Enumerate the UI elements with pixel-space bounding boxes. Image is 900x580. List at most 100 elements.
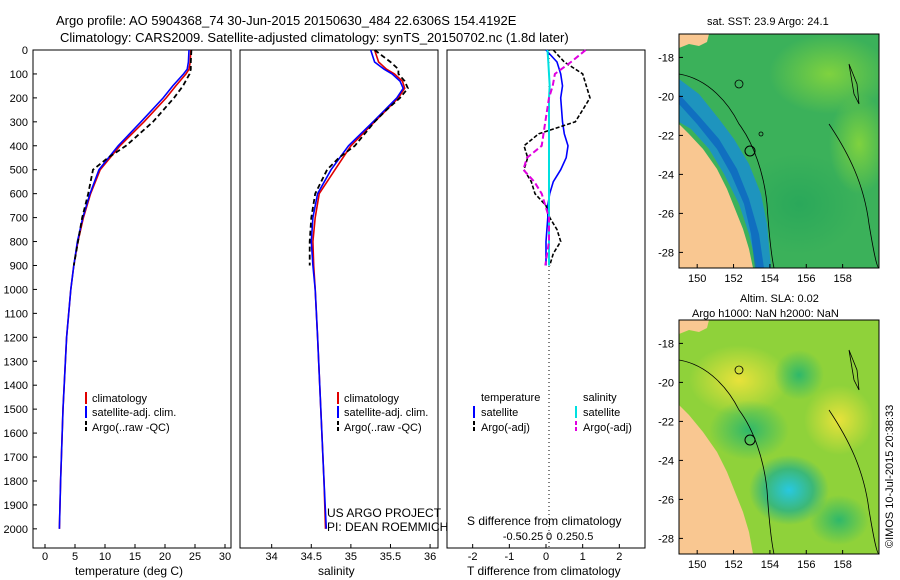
temperature-tick-label: 10 [99,551,111,563]
sst-map-area [679,34,879,268]
salinity-difference-tick-label: -0.5 [503,531,522,543]
depth-tick-label: 500 [10,165,28,177]
imos-credit: ©IMOS 10-Jul-2015 20:38:33 [884,405,896,548]
depth-tick-label: 600 [10,189,28,201]
sst-contour-dot [734,79,744,89]
latitude-tick-label: -28 [658,247,674,259]
legend-label-sal-argo: Argo(-adj) [583,422,632,434]
latitude-tick-label: -20 [658,377,674,389]
longitude-tick-label: 154 [761,273,779,285]
sla-map-title-line1: Altim. SLA: 0.02 [740,293,819,305]
salinity-legend: climatology satellite-adj. clim. Argo(..… [337,392,428,434]
salinity-tick-label: 34.5 [301,551,322,563]
series-line-salinity-satellite [546,49,551,266]
depth-tick-label: 1500 [4,404,28,416]
depth-tick-label: 700 [10,213,28,225]
latitude-tick-label: -18 [658,52,674,64]
salinity-tick-label: 35.5 [380,551,401,563]
temperature-tick-label: 20 [159,551,171,563]
sst-map-frame [678,33,880,269]
latitude-tick-label: -22 [658,416,674,428]
sla-map-axes: 150 152 154 156 158 -18 -20 -22 -24 -26 -28 [658,338,852,571]
longitude-tick-label: 150 [688,559,706,571]
sst-contour-dot [758,131,764,137]
sst-warm-patch [769,34,879,114]
longitude-tick-label: 154 [761,559,779,571]
temperature-axes-frame [32,49,232,549]
latitude-tick-label: -24 [658,169,674,181]
sst-bathymetry-contour [679,73,775,268]
sla-strong-negative-anomaly [749,455,829,525]
salinity-axes-frame [239,49,439,549]
depth-tick-label: 1100 [4,308,28,320]
salinity-series [308,49,409,529]
latitude-tick-label: -22 [658,130,674,142]
salinity-tick-label: 35 [345,551,357,563]
depth-tick-label: 2000 [4,524,28,536]
temperature-tick-label: 25 [189,551,201,563]
longitude-tick-label: 152 [724,559,742,571]
salinity-tick-label: 36 [424,551,436,563]
header-title-line1: Argo profile: AO 5904368_74 30-Jun-2015 … [56,13,517,28]
temperature-tick-label: 5 [72,551,78,563]
longitude-tick-label: 158 [833,559,851,571]
depth-tick-label: 1700 [4,452,28,464]
depth-tick-label: 800 [10,237,28,249]
salinity-difference-tick-label: 0 [546,531,552,543]
temperature-difference-tick-label: 0 [543,551,549,563]
sla-contour-dot [734,365,744,375]
sla-negative-anomaly [709,400,789,460]
temperature-difference-tick-label: 2 [616,551,622,563]
temperature-panel: 0100200300400500600700800900100011001200… [4,45,232,578]
legend-label-sal-satellite: satellite [583,407,620,419]
series-line-salinity-argo-adj- [522,49,587,266]
temperature-legend: climatology satellite-adj. clim. Argo(..… [85,392,176,434]
difference-legend: temperature salinity satellite Argo(-adj… [473,392,632,434]
salinity-tick-label: 34 [266,551,278,563]
longitude-tick-label: 156 [797,273,815,285]
project-label: US ARGO PROJECT [327,506,442,520]
sla-land [679,320,709,334]
series-line-satellite-adj-clim- [58,49,190,529]
depth-tick-label: 1900 [4,500,28,512]
difference-panel: -2 -1 0 1 2 -0.5-0.25 0 0.25 0.5 temperature sal… [446,49,646,578]
legend-label-temp-argo: Argo(-adj) [481,422,530,434]
sla-map-frame [678,319,880,555]
legend-header-salinity: salinity [583,392,617,404]
temperature-series [58,49,193,529]
depth-tick-label: 1600 [4,428,28,440]
sst-warm-patch [829,94,879,194]
temperature-tick-label: 15 [129,551,141,563]
series-line-satellite-adj-clim- [310,49,405,529]
legend-label-satellite: satellite-adj. clim. [92,407,176,419]
difference-x-axis: -2 -1 0 1 2 -0.5-0.25 0 0.25 0.5 [468,531,623,563]
salinity-panel: 34 34.5 35 35.5 36 salinity climatology sate… [239,49,448,578]
sst-map-title: sat. SST: 23.9 Argo: 24.1 [707,16,829,28]
salinity-x-axis: 34 34.5 35 35.5 36 [266,544,436,563]
latitude-tick-label: -18 [658,338,674,350]
difference-axes-frame [446,49,646,549]
depth-tick-label: 1200 [4,332,28,344]
sst-coastal-cyan [679,94,764,268]
difference-series [522,49,591,266]
sla-positive-anomaly [804,385,874,455]
sst-reef-contour [848,63,860,105]
sla-map-area [679,320,879,554]
legend-label-climatology: climatology [92,393,148,405]
longitude-tick-label: 156 [797,559,815,571]
depth-tick-label: 0 [22,45,28,57]
sla-reef-contour [828,409,879,554]
pi-label: PI: DEAN ROEMMICH [327,520,448,534]
depth-axis: 0 100 200 300 400 500 600 700 800 900 1000 1100 1200… [4,45,37,536]
temperature-difference-tick-label: 1 [580,551,586,563]
sst-land [679,34,709,48]
temperature-tick-label: 0 [42,551,48,563]
salinity-difference-tick-label: -0.25 [518,531,543,543]
latitude-tick-label: -28 [658,533,674,545]
sla-negative-anomaly [809,495,869,545]
salinity-difference-axis-label: S difference from climatology [467,514,622,528]
depth-tick-label: 200 [10,93,28,105]
sla-bathymetry-contour [679,359,775,554]
longitude-tick-label: 158 [833,273,851,285]
sst-map-axes: 150 152 154 156 158 -18 -20 -22 -24 -26 -28 [658,52,852,285]
